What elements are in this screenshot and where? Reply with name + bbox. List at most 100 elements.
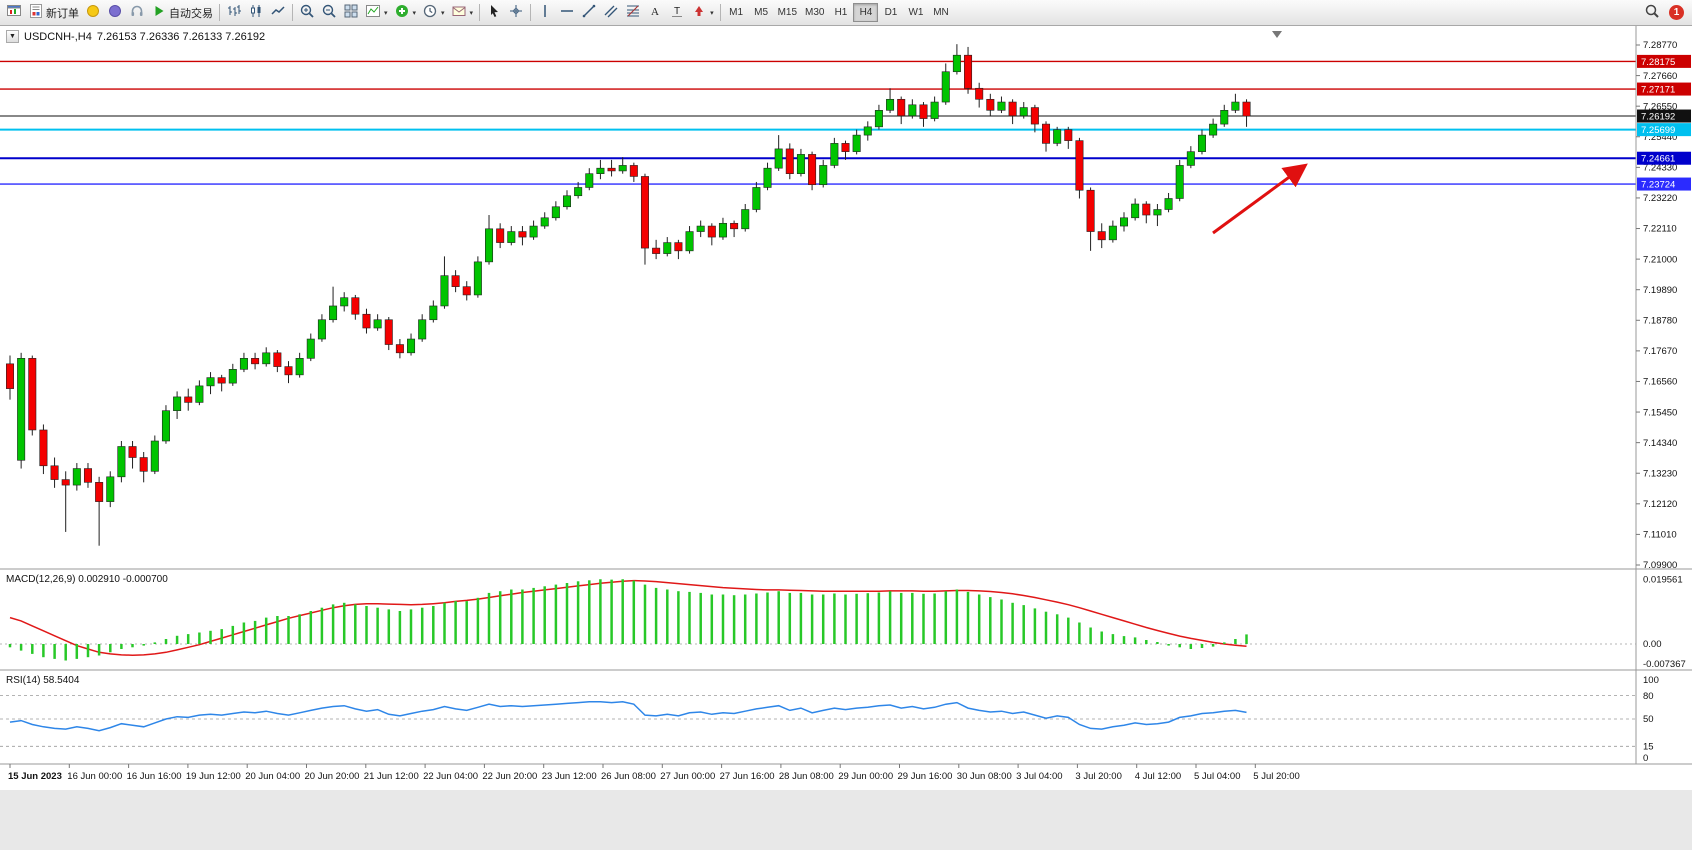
- chevron-down-icon: ▼: [9, 33, 16, 40]
- toolbar-separator: [719, 4, 721, 21]
- level-price-tag: [1637, 177, 1691, 191]
- chart-list-dropdown[interactable]: ▼: [6, 30, 19, 43]
- add-indicator-button[interactable]: ▾: [391, 2, 420, 23]
- macd-label: MACD(12,26,9) 0.002910 -0.000700: [6, 574, 168, 585]
- market-button[interactable]: [104, 2, 126, 23]
- linechart-icon: [270, 3, 286, 22]
- timeframe-MN[interactable]: MN: [933, 7, 949, 18]
- chart-ohlc-values: 7.26153 7.26336 7.26133 7.26192: [96, 30, 266, 43]
- vertical-line-button[interactable]: [534, 2, 556, 23]
- svg-text:7.25440: 7.25440: [1643, 132, 1677, 143]
- mail-button[interactable]: ▾: [448, 2, 477, 23]
- timeframe-M15[interactable]: M15: [777, 7, 798, 18]
- label-button[interactable]: T: [666, 2, 688, 23]
- signals-button[interactable]: [126, 2, 148, 23]
- bar-chart-button[interactable]: [223, 2, 245, 23]
- svg-text:7.26192: 7.26192: [1641, 112, 1675, 123]
- time-axis[interactable]: 15 Jun 2023 16 Jun 00:00 16 Jun 16:00 19 Ju…: [8, 764, 1300, 782]
- labelT-icon: T: [669, 3, 685, 22]
- indicators-button[interactable]: ▾: [362, 2, 391, 23]
- autotrading-button[interactable]: 自动交易: [148, 2, 216, 23]
- toolbar-items: 新订单 自动交易 ▾ ▾ ▾ ▾ A T ▾: [3, 0, 724, 25]
- price-chart[interactable]: 7.28770 7.27660 7.26550 7.25440 7.24330 7.232…: [0, 26, 1692, 790]
- svg-text:7.27171: 7.27171: [1641, 85, 1675, 96]
- svg-text:5 Jul 04:00: 5 Jul 04:00: [1194, 771, 1240, 782]
- macd-signal-line: [9, 579, 1247, 656]
- trendline-button[interactable]: [578, 2, 600, 23]
- mail-icon: [451, 3, 467, 22]
- fibonacci-button[interactable]: [622, 2, 644, 23]
- indicators-icon: [365, 3, 381, 22]
- channel-button[interactable]: [600, 2, 622, 23]
- svg-text:7.26550: 7.26550: [1643, 101, 1677, 112]
- play-icon: [151, 3, 167, 22]
- textA-icon: A: [647, 3, 663, 22]
- new-order-button[interactable]: 新订单: [25, 2, 82, 23]
- svg-text:15: 15: [1643, 742, 1654, 753]
- svg-text:7.24330: 7.24330: [1643, 163, 1677, 174]
- cursor-icon: [486, 3, 502, 22]
- chevron-down-icon: ▾: [412, 9, 417, 17]
- period-button[interactable]: ▾: [419, 2, 448, 23]
- rsi-panel: [0, 695, 1636, 747]
- level-price-tag: [1637, 123, 1691, 137]
- svg-text:7.22110: 7.22110: [1643, 224, 1677, 235]
- crosshair-button[interactable]: [505, 2, 527, 23]
- tile-windows-button[interactable]: [340, 2, 362, 23]
- macd-axis[interactable]: 0.019561 0.00 -0.007367: [1643, 574, 1686, 670]
- clock-icon: [422, 3, 438, 22]
- timeframe-H1[interactable]: H1: [834, 7, 848, 18]
- timeframe-toolbar: M1 M5 M15 M30 H1 H4 D1 W1 MN: [724, 0, 954, 25]
- timeframe-M1[interactable]: M1: [729, 7, 744, 18]
- price-axis[interactable]: 7.28770 7.27660 7.26550 7.25440 7.24330 7.232…: [1636, 40, 1691, 571]
- svg-text:7.23220: 7.23220: [1643, 193, 1677, 204]
- newchart-icon: [6, 3, 22, 22]
- macd-histogram: [8, 579, 1248, 661]
- timeframe-M5[interactable]: M5: [754, 7, 769, 18]
- new-order-button-label: 新订单: [46, 7, 79, 20]
- svg-text:7.13230: 7.13230: [1643, 468, 1677, 479]
- svg-text:20 Jun 20:00: 20 Jun 20:00: [305, 771, 360, 782]
- svg-text:19 Jun 12:00: 19 Jun 12:00: [186, 771, 241, 782]
- metaeditor-button[interactable]: [82, 2, 104, 23]
- svg-text:50: 50: [1643, 714, 1654, 725]
- search-button[interactable]: [1641, 2, 1663, 23]
- chevron-down-icon: ▾: [710, 9, 714, 17]
- notification-badge[interactable]: 1: [1669, 5, 1684, 20]
- svg-text:7.21000: 7.21000: [1643, 254, 1677, 265]
- panel-borders: [0, 26, 1692, 765]
- tile-icon: [343, 3, 359, 22]
- text-button[interactable]: A: [644, 2, 666, 23]
- cursor-button[interactable]: [483, 2, 505, 23]
- new-chart-button[interactable]: [3, 2, 25, 23]
- svg-text:7.28175: 7.28175: [1641, 57, 1675, 68]
- arrowmark-icon: [691, 3, 707, 22]
- zoom-out-button[interactable]: [318, 2, 340, 23]
- chart-title: ▼ USDCNH-,H4 7.26153 7.26336 7.26133 7.2…: [6, 30, 265, 43]
- horizontal-line-button[interactable]: [556, 2, 578, 23]
- toolbar-separator: [292, 4, 293, 21]
- svg-text:0.019561: 0.019561: [1643, 574, 1683, 585]
- timeframe-M30[interactable]: M30: [805, 7, 825, 18]
- headset-icon: [129, 3, 145, 22]
- trend-arrow[interactable]: [1212, 163, 1308, 235]
- timeframe-D1[interactable]: D1: [884, 7, 898, 18]
- timeframe-H4[interactable]: H4: [853, 3, 879, 22]
- svg-text:7.16560: 7.16560: [1643, 377, 1677, 388]
- zoom-in-button[interactable]: [296, 2, 318, 23]
- vline-icon: [537, 3, 553, 22]
- chart-shift-marker[interactable]: [1272, 31, 1282, 38]
- rsi-axis[interactable]: 100 80 50 150: [1643, 675, 1659, 764]
- svg-text:7.18780: 7.18780: [1643, 315, 1677, 326]
- level-price-tag: [1637, 151, 1691, 165]
- svg-text:-0.007367: -0.007367: [1643, 659, 1686, 670]
- chevron-down-icon: ▾: [441, 9, 445, 17]
- level-lines[interactable]: [0, 60, 1636, 185]
- svg-text:7.19890: 7.19890: [1643, 285, 1677, 296]
- candle-chart-button[interactable]: [245, 2, 267, 23]
- line-chart-button[interactable]: [267, 2, 289, 23]
- svg-text:29 Jun 16:00: 29 Jun 16:00: [898, 771, 953, 782]
- timeframe-W1[interactable]: W1: [908, 7, 924, 18]
- arrows-button[interactable]: ▾: [688, 2, 717, 23]
- channel-icon: [603, 3, 619, 22]
